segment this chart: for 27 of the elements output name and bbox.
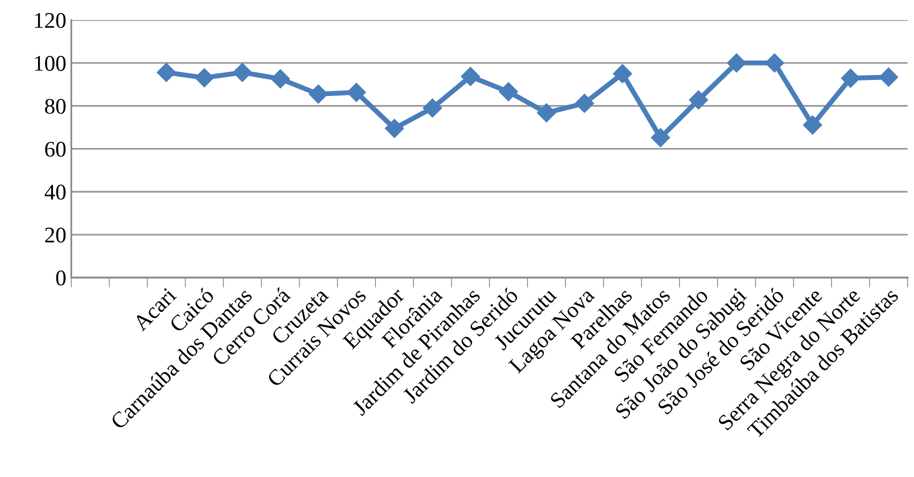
point [232, 62, 252, 82]
point [460, 66, 480, 86]
point [688, 90, 708, 110]
y-tick-label: 100 [35, 56, 66, 71]
point [612, 64, 632, 84]
y-tick-label: 60 [45, 142, 66, 157]
point [574, 94, 594, 113]
y-tick-label: 40 [44, 184, 66, 200]
point [498, 82, 518, 102]
y-tick-label: 0 [56, 270, 66, 286]
point [308, 84, 328, 104]
point [879, 68, 898, 87]
point [422, 98, 442, 118]
point [803, 115, 822, 135]
point [841, 68, 860, 88]
point [346, 82, 366, 102]
y-tick-label: 80 [45, 98, 66, 114]
point [536, 103, 556, 122]
y-tick-label: 20 [45, 228, 66, 243]
point [384, 118, 404, 138]
y-tick-label: 120 [35, 12, 66, 28]
point [727, 53, 746, 72]
point [650, 128, 670, 148]
point [270, 69, 290, 88]
point [156, 62, 176, 82]
point [194, 68, 214, 88]
point [765, 53, 784, 72]
